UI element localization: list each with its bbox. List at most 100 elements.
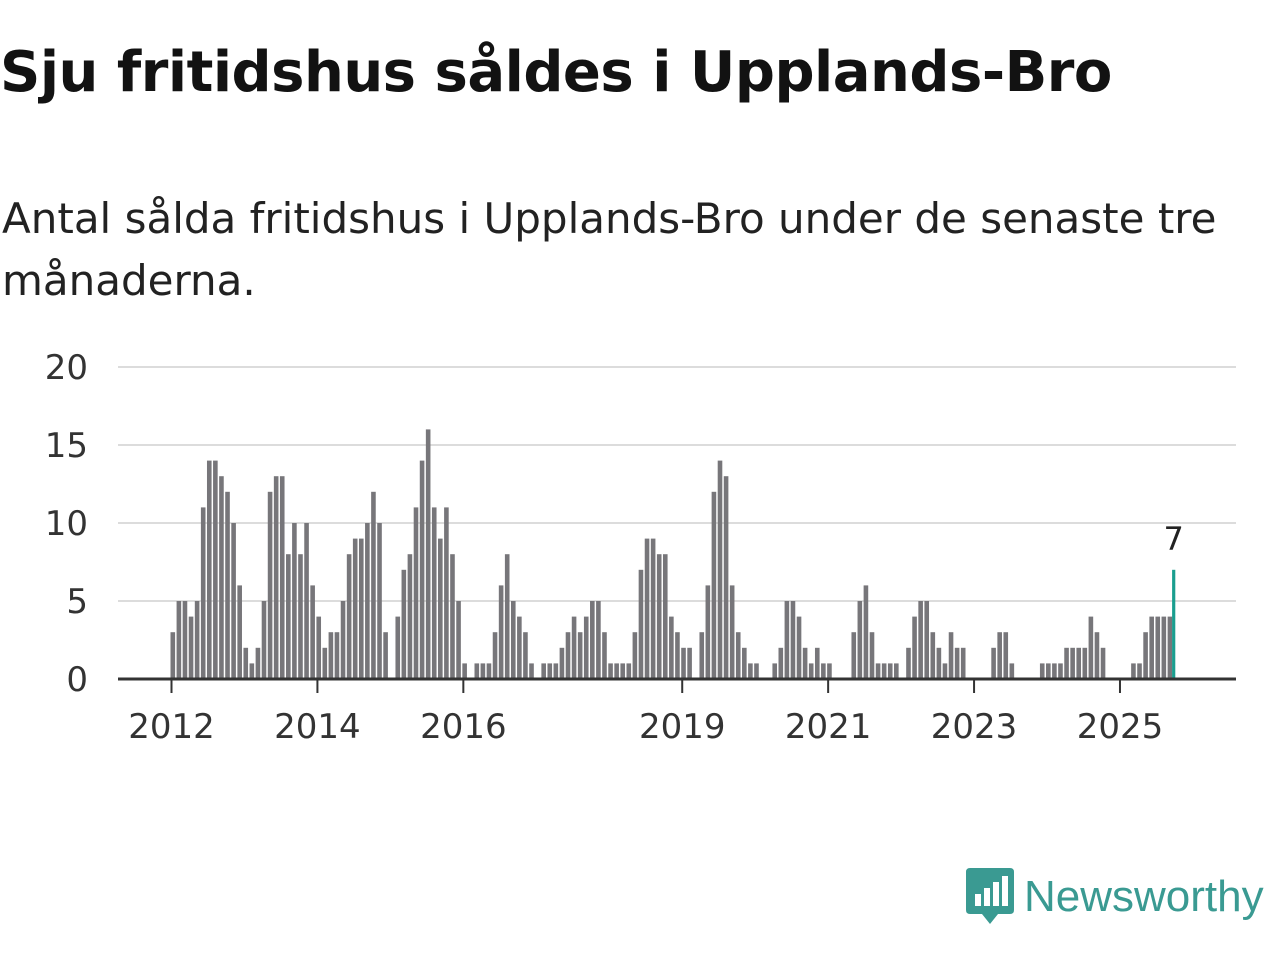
- bar: [954, 647, 960, 679]
- bar: [279, 476, 285, 679]
- bar: [194, 601, 200, 679]
- bar: [912, 616, 917, 679]
- bar: [851, 632, 857, 679]
- bar: [656, 554, 662, 679]
- bar: [407, 554, 413, 679]
- annotations: 7: [1164, 520, 1184, 558]
- bar: [517, 616, 522, 679]
- bar: [237, 585, 242, 679]
- bar: [200, 507, 206, 679]
- x-tick-label: 2014: [274, 707, 361, 747]
- bar: [754, 663, 759, 679]
- bar: [1155, 616, 1161, 679]
- bar: [583, 616, 589, 679]
- x-tick-label: 2012: [128, 707, 215, 747]
- bar: [358, 538, 364, 679]
- bar: [486, 663, 492, 679]
- bar: [213, 460, 218, 679]
- bar: [687, 647, 692, 679]
- bar-highlight: [1172, 569, 1176, 679]
- bar: [547, 663, 553, 679]
- bar: [231, 523, 236, 679]
- bar: [735, 632, 741, 679]
- bar: [960, 647, 966, 679]
- bar: [614, 663, 619, 679]
- bar: [334, 632, 340, 679]
- bar: [346, 554, 352, 679]
- bar: [523, 632, 528, 679]
- bar: [553, 663, 559, 679]
- bar: [1076, 647, 1082, 679]
- bar: [784, 601, 790, 679]
- bar: [796, 616, 802, 679]
- bar: [705, 585, 711, 679]
- bar: [644, 538, 650, 679]
- bar: [1100, 647, 1106, 679]
- bar: [249, 663, 255, 679]
- bar: [1046, 663, 1051, 679]
- bar: [632, 632, 638, 679]
- bar: [261, 601, 267, 679]
- bar: [650, 538, 656, 679]
- chart-title: Sju fritidshus såldes i Upplands-Bro: [0, 40, 1112, 105]
- bar: [444, 507, 449, 679]
- x-tick-label: 2023: [931, 707, 1018, 747]
- bar: [1143, 632, 1148, 679]
- bar: [577, 632, 583, 679]
- brand-name: Newsworthy: [1024, 872, 1264, 921]
- bar-chart: 0 5 10 15 20 2012 2014 2016 2019 2021 2023 2025 7: [45, 348, 1236, 747]
- bar: [626, 663, 632, 679]
- bar: [206, 460, 212, 679]
- bar: [930, 632, 936, 679]
- bar: [1058, 663, 1063, 679]
- bar: [243, 647, 249, 679]
- bar: [1161, 616, 1167, 679]
- bar: [480, 663, 486, 679]
- bar: [669, 616, 674, 679]
- bar: [638, 569, 644, 679]
- bar: [1088, 616, 1094, 679]
- bar: [352, 538, 358, 679]
- bar: [887, 663, 893, 679]
- bar: [596, 601, 601, 679]
- bar: [225, 491, 230, 679]
- bar: [869, 632, 875, 679]
- bar: [1039, 663, 1045, 679]
- bar: [1003, 632, 1009, 679]
- bar: [723, 476, 729, 679]
- bar: [401, 569, 407, 679]
- bar: [316, 616, 322, 679]
- bar: [304, 523, 309, 679]
- bar: [1149, 616, 1154, 679]
- bar: [918, 601, 923, 679]
- bar: [942, 663, 948, 679]
- bar: [504, 554, 510, 679]
- x-axis: 2012 2014 2016 2019 2021 2023 2025: [118, 677, 1236, 747]
- bar: [340, 601, 346, 679]
- bar: [924, 601, 930, 679]
- bar: [383, 632, 388, 679]
- y-tick-label: 0: [66, 660, 88, 700]
- bar: [1094, 632, 1100, 679]
- bar: [602, 632, 607, 679]
- bar: [559, 647, 565, 679]
- bar: [821, 663, 826, 679]
- bar: [748, 663, 753, 679]
- bar: [219, 476, 224, 679]
- x-tick-label: 2025: [1077, 707, 1164, 747]
- bar: [802, 647, 808, 679]
- bars: [170, 429, 1176, 679]
- bar: [590, 601, 595, 679]
- bar: [571, 616, 577, 679]
- chart-subtitle: Antal sålda fritidshus i Upplands-Bro un…: [2, 194, 1217, 305]
- bar: [790, 601, 796, 679]
- bar: [742, 647, 747, 679]
- y-tick-label: 10: [45, 504, 88, 544]
- bar: [1052, 663, 1057, 679]
- bar: [772, 663, 778, 679]
- bar: [510, 601, 516, 679]
- bar: [608, 663, 613, 679]
- y-tick-label: 20: [45, 348, 88, 388]
- bar: [182, 601, 188, 679]
- bar: [365, 523, 370, 679]
